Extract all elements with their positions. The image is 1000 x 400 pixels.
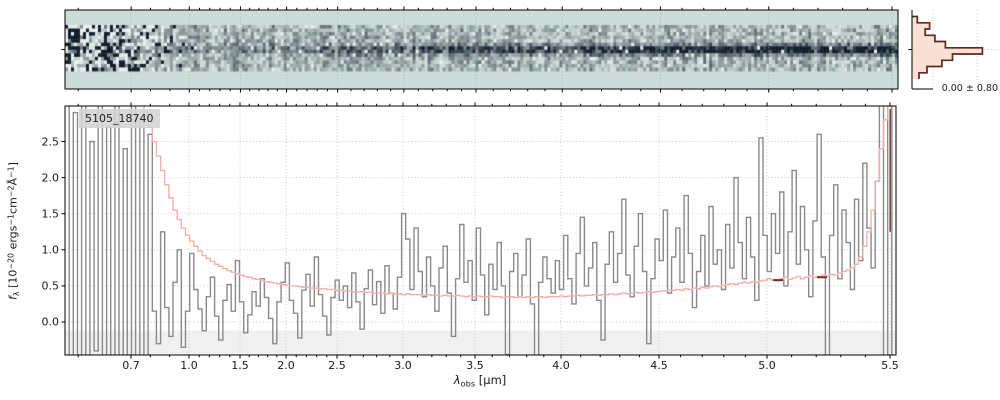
y-tick-label: 1.0 — [41, 243, 60, 257]
main-plot-spines — [64, 105, 897, 356]
x-tick-label: 4.0 — [552, 359, 570, 372]
label-fragment: −20 — [6, 252, 16, 270]
x-tick-label: 5.5 — [881, 359, 899, 372]
flux-line — [68, 106, 893, 355]
label-fragment: Å — [7, 177, 21, 186]
label-fragment: [μm] — [475, 373, 507, 387]
below-zero-band — [65, 330, 896, 355]
x-axis-label: λobs [μm] — [454, 373, 507, 388]
panel2d-spines — [64, 9, 899, 90]
x-tick-label: 4.5 — [650, 359, 668, 372]
label-fragment: λ — [12, 291, 22, 297]
hist-outline — [912, 15, 984, 79]
label-fragment: −2 — [6, 185, 16, 198]
label-fragment: ergs — [7, 225, 21, 253]
label-fragment: −1 — [6, 166, 16, 178]
spectrum-2d-panel — [65, 10, 898, 89]
x-tick-label: 3.5 — [466, 359, 484, 372]
label-fragment: obs — [460, 378, 476, 389]
histogram-stats-label: 0.00 ± 0.80 — [941, 83, 998, 94]
x-tick-label: 1.0 — [180, 359, 198, 372]
panel2d-gridlines — [130, 10, 893, 89]
label-fragment: −1 — [6, 213, 16, 226]
error-line — [139, 106, 889, 299]
label-fragment: f — [7, 296, 21, 300]
x-tick-label: 2.0 — [277, 359, 295, 372]
label-fragment: [10 — [7, 269, 21, 292]
y-tick-label: 0.0 — [41, 315, 60, 329]
source-id-label: 5105_18740 — [79, 109, 160, 128]
label-fragment: λ — [453, 373, 461, 387]
y-tick-label: 1.5 — [41, 207, 60, 221]
y-tick-label: 2.0 — [41, 171, 60, 185]
x-tick-label: 2.5 — [328, 359, 346, 372]
y-axis-label-text: fλ [10−20 ergs−1cm−2Å−1] — [6, 162, 22, 300]
y-axis-label: fλ [10−20 ergs−1cm−2Å−1] — [7, 162, 22, 300]
label-fragment: cm — [7, 197, 21, 214]
x-tick-label: 1.5 — [231, 359, 249, 372]
hist-fill — [912, 16, 983, 79]
y-tick-label: 0.5 — [41, 279, 60, 293]
x-tick-label: 0.7 — [122, 359, 140, 372]
y-tick-label: 2.5 — [41, 135, 60, 148]
label-fragment: ] — [7, 162, 21, 167]
x-tick-label: 3.0 — [394, 359, 412, 372]
x-tick-label: 5.0 — [758, 359, 776, 372]
x-axis-label-text: λobs [μm] — [453, 373, 507, 389]
